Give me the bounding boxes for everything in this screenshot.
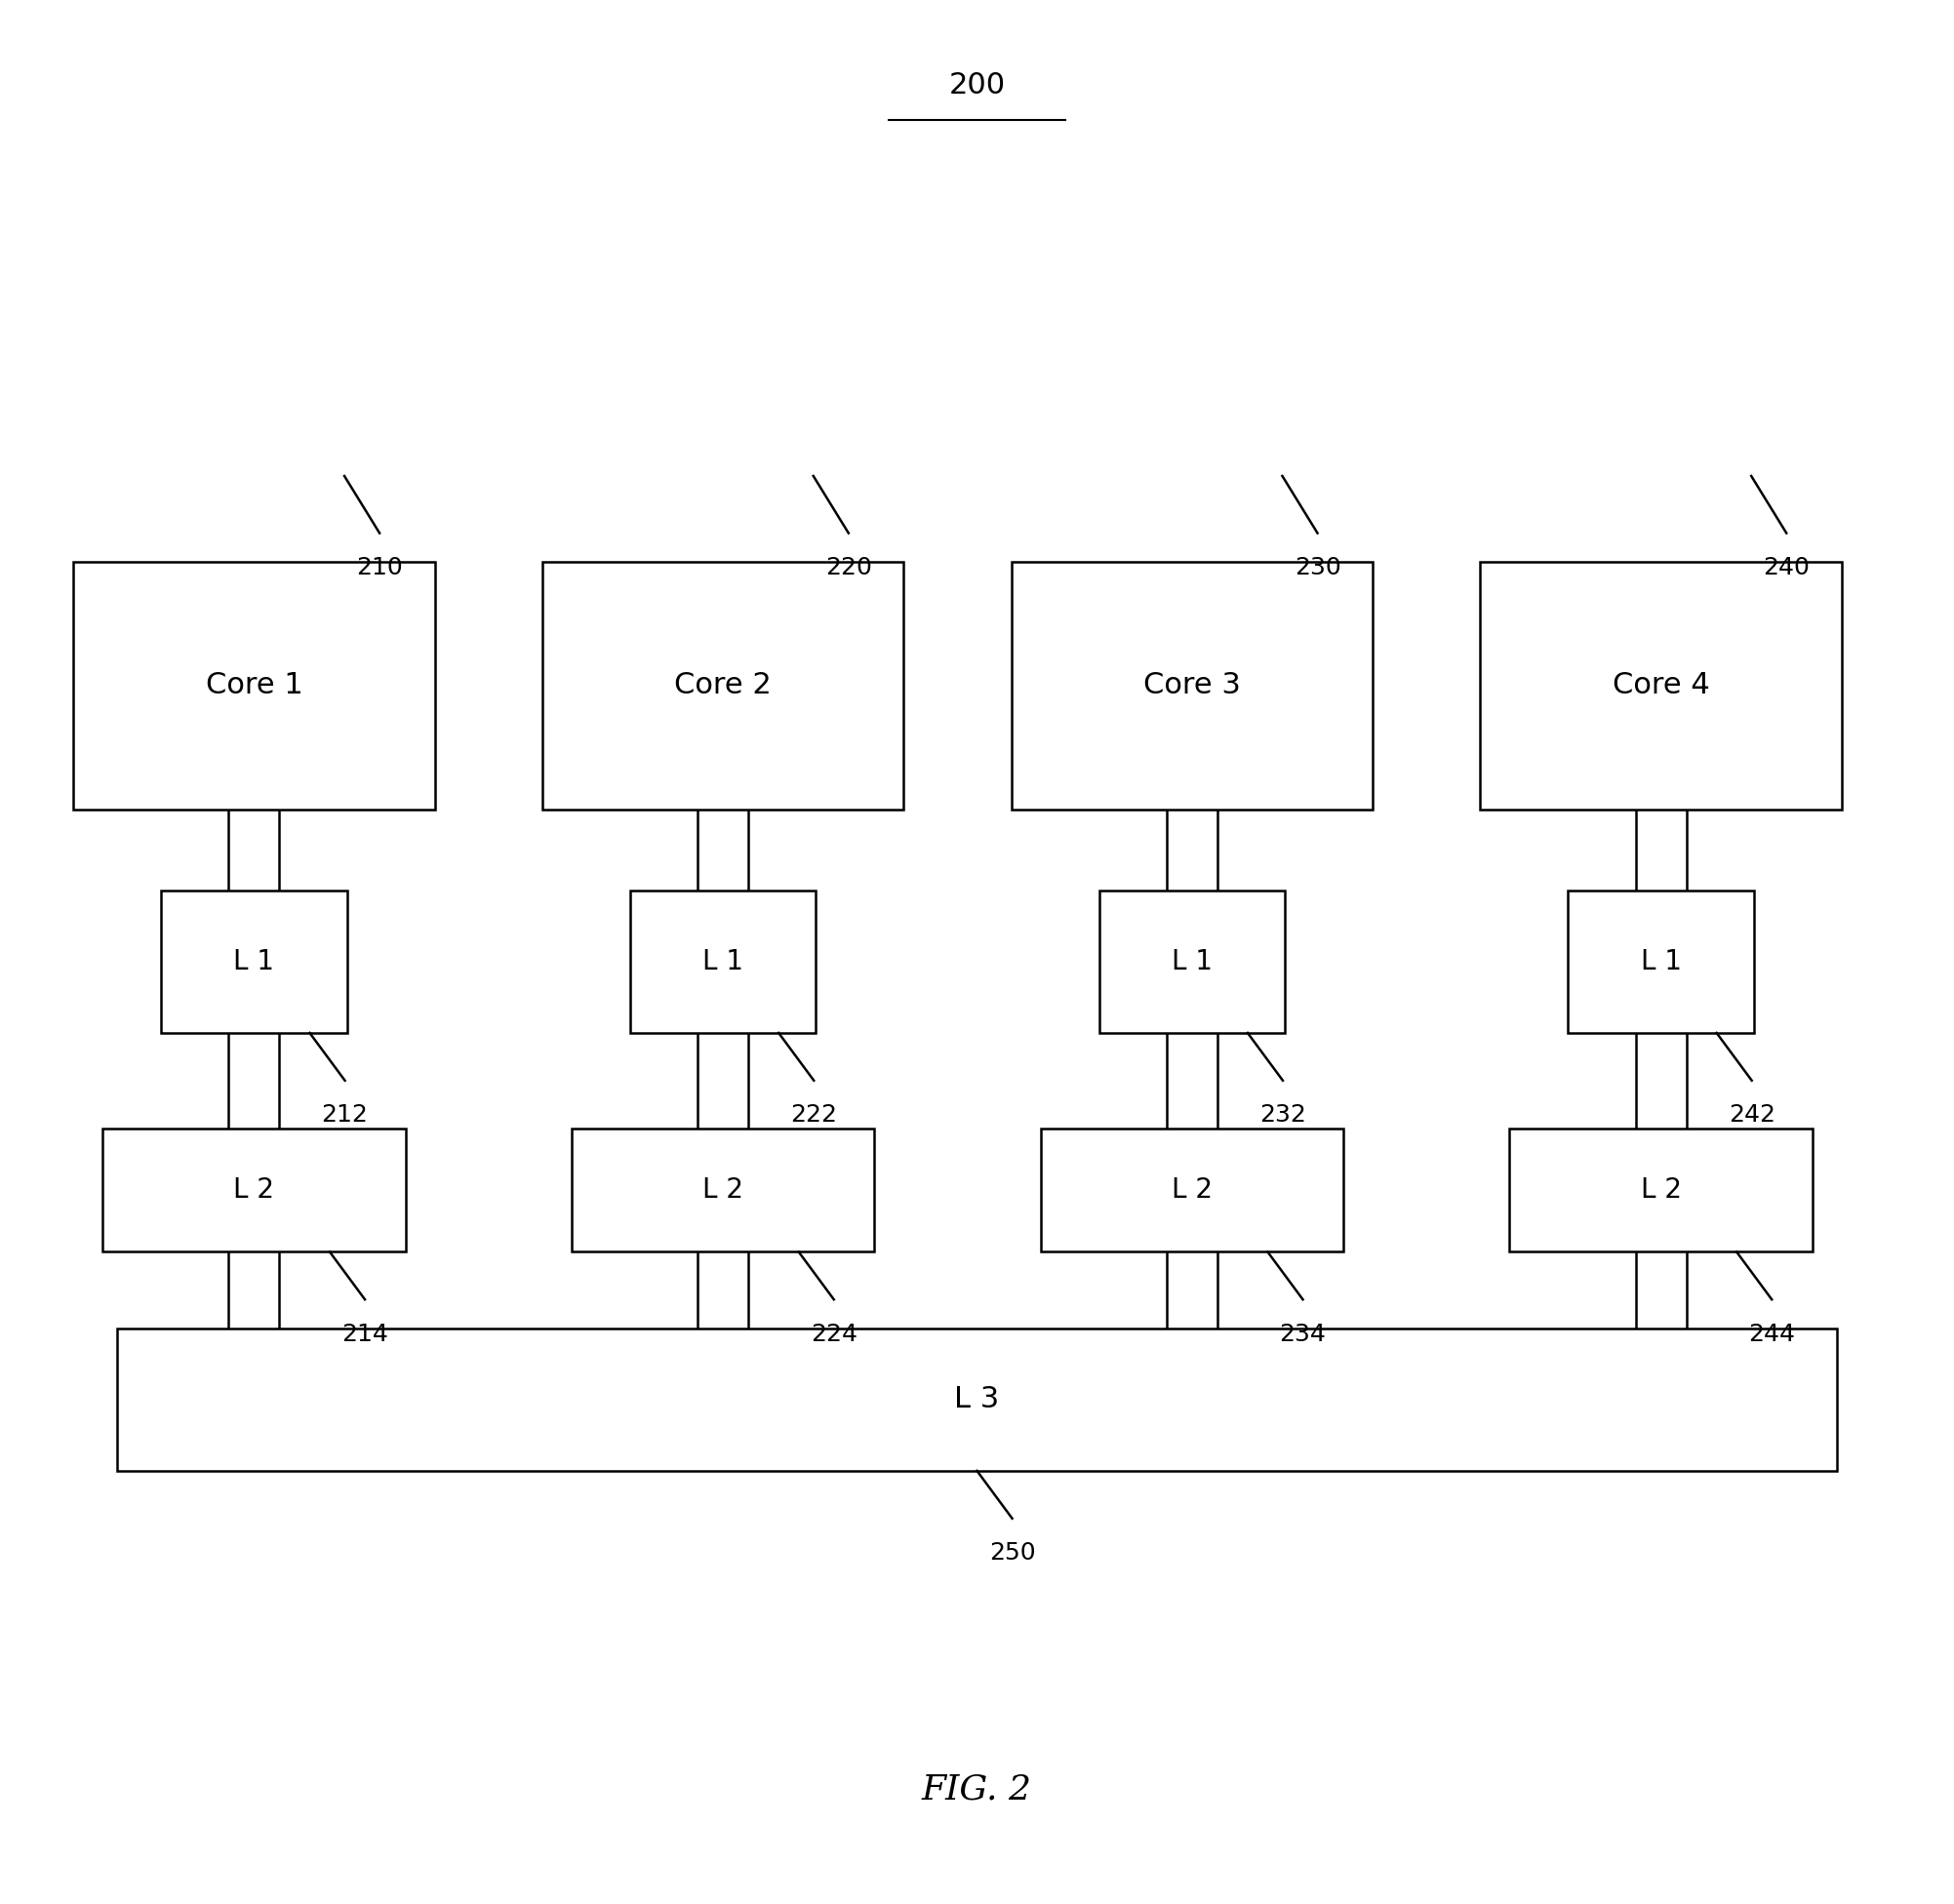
Text: 234: 234 (1280, 1321, 1327, 1346)
Text: 250: 250 (989, 1542, 1036, 1565)
Text: Core 4: Core 4 (1612, 672, 1710, 699)
Text: 214: 214 (342, 1321, 389, 1346)
Text: 200: 200 (948, 72, 1006, 99)
Text: L 2: L 2 (703, 1177, 743, 1203)
Text: 222: 222 (791, 1104, 836, 1127)
Text: L 1: L 1 (234, 948, 274, 975)
Text: L 1: L 1 (703, 948, 743, 975)
FancyBboxPatch shape (1040, 1127, 1342, 1253)
Text: L 3: L 3 (954, 1386, 1000, 1413)
Text: 210: 210 (356, 556, 403, 579)
Text: L 2: L 2 (234, 1177, 274, 1203)
Text: Core 3: Core 3 (1143, 672, 1241, 699)
FancyBboxPatch shape (1012, 562, 1372, 809)
Text: L 1: L 1 (1641, 948, 1680, 975)
FancyBboxPatch shape (1567, 889, 1753, 1032)
FancyBboxPatch shape (104, 1127, 406, 1253)
Text: 212: 212 (322, 1104, 367, 1127)
FancyBboxPatch shape (541, 562, 903, 809)
FancyBboxPatch shape (74, 562, 434, 809)
Text: Core 1: Core 1 (205, 672, 303, 699)
Text: L 1: L 1 (1172, 948, 1211, 975)
Text: L 2: L 2 (1172, 1177, 1211, 1203)
Text: Core 2: Core 2 (674, 672, 772, 699)
FancyBboxPatch shape (571, 1127, 875, 1253)
Text: 240: 240 (1763, 556, 1809, 579)
Text: 232: 232 (1260, 1104, 1305, 1127)
Text: 230: 230 (1294, 556, 1340, 579)
Text: FIG. 2: FIG. 2 (922, 1773, 1032, 1807)
Text: 244: 244 (1749, 1321, 1796, 1346)
FancyBboxPatch shape (117, 1329, 1837, 1470)
FancyBboxPatch shape (1508, 1127, 1813, 1253)
Text: 242: 242 (1729, 1104, 1774, 1127)
FancyBboxPatch shape (160, 889, 346, 1032)
FancyBboxPatch shape (629, 889, 815, 1032)
FancyBboxPatch shape (1481, 562, 1841, 809)
Text: 220: 220 (825, 556, 871, 579)
Text: L 2: L 2 (1641, 1177, 1680, 1203)
Text: 224: 224 (811, 1321, 858, 1346)
FancyBboxPatch shape (1098, 889, 1286, 1032)
